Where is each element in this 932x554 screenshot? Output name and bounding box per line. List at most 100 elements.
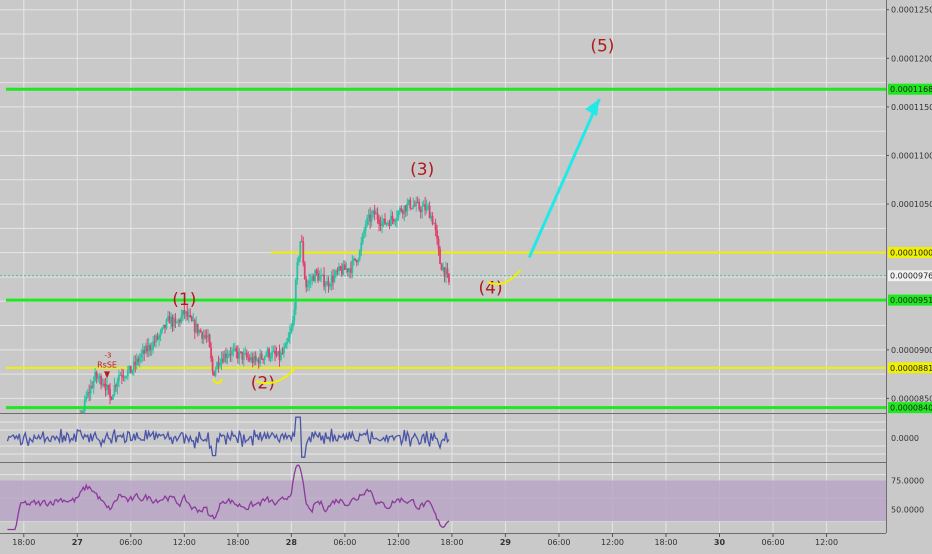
candle-up (119, 374, 122, 376)
candle-down (88, 392, 91, 394)
candle-up (294, 279, 297, 310)
candle-down (143, 349, 146, 354)
signal-marker-number: -3 (105, 351, 112, 359)
candle-down (339, 266, 342, 270)
candle-down (193, 320, 196, 332)
candle-down (247, 357, 250, 359)
candle-up (412, 205, 415, 209)
candle-up (361, 233, 364, 243)
candle-up (396, 217, 398, 221)
candle-up (430, 216, 433, 219)
candle-down (305, 279, 308, 288)
candle-down (217, 362, 220, 367)
level-price-tag (888, 83, 932, 95)
candle-up (162, 324, 165, 329)
candle-up (320, 275, 323, 277)
x-tick-label: 06:00 (761, 538, 784, 547)
candle-up (89, 386, 92, 394)
candle-up (269, 357, 272, 359)
candle-up (364, 224, 367, 231)
candle-up (256, 359, 259, 361)
candle-up (314, 270, 317, 282)
candle-up (219, 363, 221, 367)
candle-up (272, 350, 275, 352)
candle-up (173, 318, 175, 327)
rsi-band (0, 480, 886, 522)
cci-tick-label: 0.0000 (891, 434, 919, 443)
candle-up (126, 370, 129, 377)
candle-down (379, 224, 382, 226)
candle-up (280, 353, 282, 360)
candle-up (263, 356, 266, 361)
candle-down (95, 371, 98, 379)
wave2-curve (255, 368, 296, 385)
candle-up (112, 394, 114, 400)
candle-up (330, 276, 333, 286)
candle-up (259, 353, 262, 364)
candle-up (442, 267, 444, 271)
candle-down (354, 258, 357, 261)
signal-label: RsSE (97, 360, 117, 369)
candle-up (207, 334, 210, 338)
candle-up (152, 341, 155, 350)
candle-up (165, 319, 168, 329)
candle-up (106, 384, 108, 391)
candle-up (403, 205, 406, 214)
candle-up (357, 259, 360, 263)
projection-arrow-head (585, 99, 600, 117)
candle-down (174, 318, 177, 323)
candle-up (390, 215, 392, 226)
candle-up (159, 331, 162, 336)
candle-up (283, 348, 285, 354)
candle-down (229, 353, 232, 356)
candle-up (144, 345, 147, 354)
candle-down (149, 345, 152, 350)
candle-down (418, 202, 421, 210)
candle-down (109, 388, 111, 398)
candle-up (382, 218, 385, 222)
candle-down (303, 263, 306, 280)
candle-down (137, 358, 140, 362)
panel-frames (0, 0, 887, 534)
candle-up (265, 354, 267, 357)
candles (79, 196, 450, 413)
candle-down (120, 374, 123, 377)
candle-up (176, 322, 178, 324)
candle-down (183, 310, 186, 314)
x-tick-label: 12:00 (173, 538, 196, 547)
candle-up (277, 351, 279, 356)
candle-up (352, 258, 355, 261)
candle-up (132, 361, 135, 370)
level-price-tag (888, 246, 932, 258)
candle-up (181, 310, 184, 316)
current-price-label: 0.00009763 (890, 272, 932, 281)
candle-up (177, 320, 180, 323)
candle-down (369, 214, 372, 222)
candle-down (213, 371, 215, 376)
wave-label-3: (3) (410, 160, 434, 180)
candle-down (257, 359, 260, 364)
candle-up (113, 385, 116, 395)
candle-up (296, 262, 299, 280)
level-price-tag (888, 402, 932, 414)
candle-up (131, 369, 134, 374)
candle-up (445, 268, 447, 277)
candle-down (446, 268, 449, 274)
rsi-indicator (7, 464, 450, 531)
candle-up (98, 375, 101, 379)
candle-up (329, 285, 331, 287)
candle-up (140, 354, 143, 358)
candle-up (216, 362, 218, 370)
candle-up (82, 410, 85, 413)
x-tick-label: 06:00 (547, 538, 570, 547)
signal-down-arrow (104, 371, 111, 379)
current-price-tag (888, 270, 932, 282)
candle-up (92, 380, 95, 388)
candle-down (434, 223, 437, 231)
candle-down (239, 351, 242, 353)
